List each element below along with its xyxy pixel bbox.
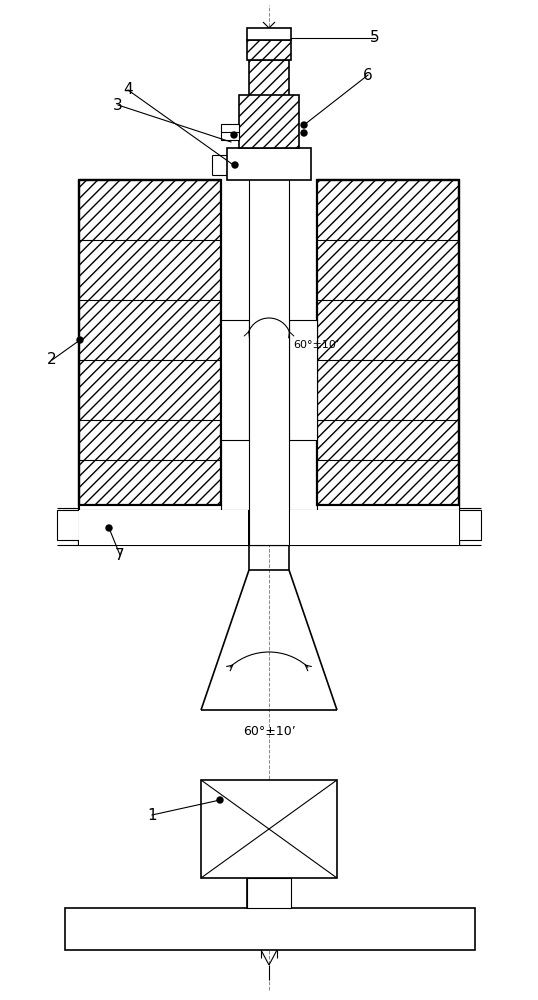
Circle shape bbox=[301, 130, 307, 136]
Bar bbox=[317, 505, 459, 510]
Bar bbox=[65, 908, 475, 950]
Bar bbox=[317, 180, 459, 505]
Circle shape bbox=[106, 525, 112, 531]
Bar bbox=[249, 60, 289, 148]
Bar bbox=[79, 510, 248, 545]
Bar bbox=[239, 95, 299, 148]
Text: 6: 6 bbox=[363, 68, 373, 83]
Bar bbox=[221, 320, 249, 440]
Bar bbox=[227, 148, 311, 180]
Bar bbox=[249, 175, 289, 545]
Text: 4: 4 bbox=[123, 83, 133, 98]
Text: 60°±10’: 60°±10’ bbox=[243, 725, 295, 738]
Circle shape bbox=[231, 132, 237, 138]
Text: 60°±10’: 60°±10’ bbox=[293, 340, 339, 350]
Text: 5: 5 bbox=[370, 30, 380, 45]
Bar bbox=[290, 510, 459, 545]
Text: 1: 1 bbox=[147, 808, 157, 822]
Circle shape bbox=[77, 337, 83, 343]
Bar bbox=[221, 124, 239, 140]
Bar bbox=[57, 510, 79, 540]
Circle shape bbox=[217, 797, 223, 803]
Bar bbox=[247, 878, 291, 908]
Bar bbox=[79, 505, 221, 510]
Circle shape bbox=[301, 122, 307, 128]
Bar bbox=[247, 40, 291, 60]
Bar bbox=[248, 510, 290, 545]
Text: 2: 2 bbox=[47, 353, 57, 367]
Bar bbox=[79, 180, 221, 505]
Bar bbox=[79, 510, 459, 545]
Bar bbox=[247, 878, 291, 908]
Text: 7: 7 bbox=[115, 548, 125, 562]
Bar bbox=[289, 320, 317, 440]
Text: 3: 3 bbox=[113, 98, 123, 112]
Bar bbox=[459, 510, 481, 540]
Bar bbox=[201, 780, 337, 878]
Circle shape bbox=[232, 162, 238, 168]
Bar bbox=[247, 28, 291, 40]
